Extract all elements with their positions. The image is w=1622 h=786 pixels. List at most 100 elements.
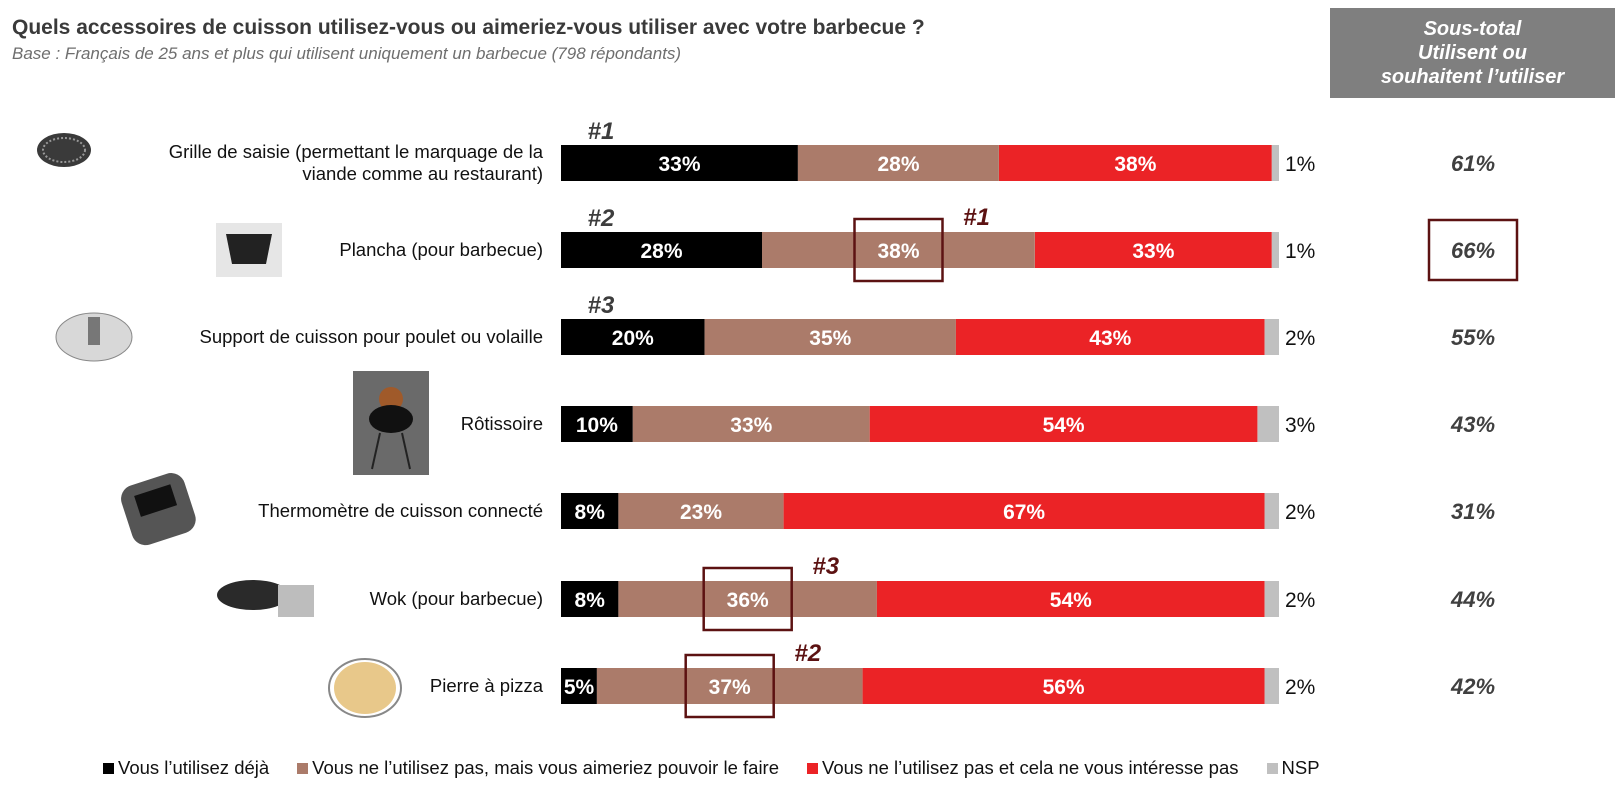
category-label: Rôtissoire — [461, 413, 543, 434]
bar-segment — [561, 232, 762, 268]
legend: Vous l’utilisez déjà Vous ne l’utilisez p… — [103, 757, 1348, 779]
nsp-data-label: 1% — [1285, 153, 1315, 176]
data-label: 54% — [1043, 414, 1085, 437]
subtotal-header: Sous-total Utilisent ou souhaitent l’uti… — [1330, 8, 1615, 98]
subtotal-value: 31% — [1451, 499, 1495, 524]
category-label: Wok (pour barbecue) — [370, 588, 543, 609]
highlight-box — [684, 653, 775, 719]
subtotal-highlight-box — [1427, 218, 1519, 282]
grill-grate-icon — [37, 133, 91, 167]
category-label: viande comme au restaurant) — [302, 163, 543, 184]
subtotal-header-line: Utilisent ou — [1418, 42, 1527, 64]
bar-segment — [1264, 493, 1279, 529]
data-label: 10% — [576, 414, 618, 437]
legend-item: Vous ne l’utilisez pas et cela ne vous i… — [807, 757, 1239, 779]
wok-icon — [217, 580, 314, 617]
bar-segment — [762, 232, 1035, 268]
chart-title: Quels accessoires de cuisson utilisez-vo… — [12, 16, 925, 39]
bar-segment — [618, 493, 784, 529]
data-label: 33% — [730, 414, 772, 437]
bar-segment — [999, 145, 1272, 181]
category-label: Thermomètre de cuisson connecté — [258, 500, 543, 521]
legend-swatch — [807, 762, 818, 774]
plancha-icon — [216, 223, 282, 277]
bar-segment — [704, 319, 956, 355]
bar-segment — [797, 145, 999, 181]
bar-segment — [1264, 581, 1279, 617]
bar-segment — [618, 581, 877, 617]
data-label: 28% — [877, 153, 919, 176]
bar-segment — [869, 406, 1258, 442]
data-label: 20% — [612, 327, 654, 350]
data-label: 56% — [1043, 676, 1085, 699]
data-label: 5% — [564, 676, 595, 699]
bar-segment — [955, 319, 1265, 355]
category-label: Grille de saisie (permettant le marquage… — [169, 141, 544, 162]
bar-segment — [1034, 232, 1272, 268]
legend-item: Vous l’utilisez déjà — [103, 757, 269, 779]
bar-segment — [632, 406, 870, 442]
bar-segment — [1264, 668, 1279, 704]
bar-segment — [1257, 406, 1279, 442]
subtotal-value: 66% — [1451, 238, 1495, 263]
bar-segment — [1271, 145, 1279, 181]
pizza-stone-icon — [328, 658, 402, 718]
subtotal-value: 55% — [1451, 325, 1495, 350]
legend-label: NSP — [1281, 757, 1320, 778]
bar-segment — [561, 493, 619, 529]
bar-segment — [876, 581, 1265, 617]
legend-item: NSP — [1266, 757, 1320, 779]
subtotal-value: 44% — [1450, 587, 1495, 612]
highlight-box — [853, 217, 944, 283]
data-label: 8% — [575, 589, 606, 612]
legend-swatch — [297, 762, 309, 774]
subtotal-header-line: Sous-total — [1423, 18, 1522, 40]
data-label: 37% — [709, 676, 751, 699]
nsp-data-label: 2% — [1285, 589, 1315, 612]
rank-label: #1 — [588, 118, 615, 145]
legend-label: Vous ne l’utilisez pas et cela ne vous i… — [822, 757, 1239, 778]
data-label: 33% — [658, 153, 700, 176]
bar-segment — [596, 668, 863, 704]
data-label: 43% — [1089, 327, 1131, 350]
bar-segment — [561, 581, 619, 617]
bar-segment — [783, 493, 1265, 529]
nsp-data-label: 1% — [1285, 240, 1315, 263]
rank-label: #3 — [812, 553, 839, 580]
nsp-data-label: 2% — [1285, 676, 1315, 699]
category-label: Plancha (pour barbecue) — [339, 239, 543, 260]
data-label: 38% — [877, 240, 919, 263]
poultry-roaster-icon — [55, 312, 133, 362]
data-label: 33% — [1132, 240, 1174, 263]
data-label: 54% — [1050, 589, 1092, 612]
legend-label: Vous l’utilisez déjà — [118, 757, 270, 778]
subtotal-header-line: souhaitent l’utiliser — [1380, 66, 1565, 88]
bar-segment — [561, 145, 798, 181]
data-label: 8% — [575, 501, 606, 524]
bar-segment — [1264, 319, 1279, 355]
bar-segment — [862, 668, 1265, 704]
legend-item: Vous ne l’utilisez pas, mais vous aimeri… — [297, 757, 779, 779]
legend-label: Vous ne l’utilisez pas, mais vous aimeri… — [312, 757, 779, 778]
rotisserie-icon — [353, 371, 429, 475]
category-label: Support de cuisson pour poulet ou volail… — [199, 326, 543, 347]
legend-swatch — [1266, 762, 1278, 774]
subtotal-value: 42% — [1450, 674, 1495, 699]
rank-label: #1 — [963, 204, 990, 231]
data-label: 36% — [727, 589, 769, 612]
data-label: 38% — [1114, 153, 1156, 176]
bar-segment — [561, 319, 705, 355]
rank-label: #2 — [588, 205, 615, 232]
data-label: 23% — [680, 501, 722, 524]
highlight-box — [702, 566, 793, 632]
legend-swatch — [103, 762, 114, 774]
bar-segment — [561, 668, 597, 704]
bar-segment — [1271, 232, 1279, 268]
rank-label: #3 — [588, 292, 615, 319]
data-label: 28% — [640, 240, 682, 263]
category-label: Pierre à pizza — [430, 675, 544, 696]
data-label: 67% — [1003, 501, 1045, 524]
nsp-data-label: 3% — [1285, 414, 1315, 437]
bar-segment — [561, 406, 633, 442]
stacked-bar-chart: Grille de saisie (permettant le marquage… — [37, 118, 1519, 719]
